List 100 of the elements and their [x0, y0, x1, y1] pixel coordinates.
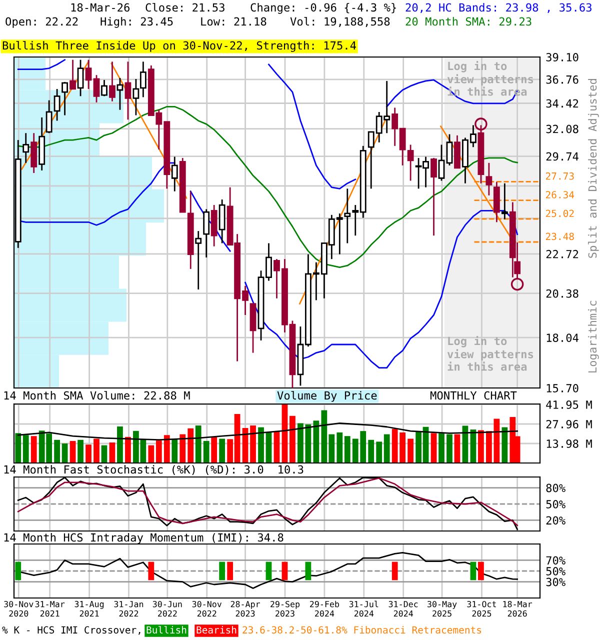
x-tick-label: 30-May 2025: [428, 600, 457, 617]
line-series: [17, 422, 518, 441]
text: Bullish Three Inside Up on 30-Nov-22, Strength: 175.4: [2, 41, 356, 52]
line-series: [17, 106, 518, 268]
candlestick: [54, 88, 60, 122]
bar: [195, 425, 202, 463]
x-tick-label: 31-Mar 2021: [35, 600, 65, 617]
ref-line-label: 25.02: [546, 210, 574, 218]
bar: [148, 445, 154, 463]
y-tick-label: 70%: [546, 556, 566, 565]
ref-line-label: 27.73: [546, 172, 574, 180]
text: Logarithmic: [588, 300, 599, 372]
candlestick: [407, 144, 414, 182]
candlestick: [132, 78, 140, 116]
y-tick-label: 50%: [546, 567, 566, 576]
ref-line-label: 26.34: [546, 191, 574, 198]
x-tick-label: 31-Aug 2021: [74, 600, 104, 617]
bar: [368, 440, 374, 463]
bar: [430, 433, 437, 463]
y-tick-label: 80%: [546, 484, 566, 492]
text: MONTHLY CHART: [430, 391, 517, 400]
bar: [156, 440, 162, 463]
candlestick: [171, 156, 178, 192]
bar: [125, 436, 131, 463]
y-tick-label: 27.96 M: [546, 420, 592, 428]
y-tick-label: 20.38: [546, 289, 578, 298]
text: 20,2 HC Bands: 23.98 , 35.63: [406, 3, 592, 14]
candlestick: [203, 208, 210, 258]
x-tick-label: 18-Mar 2026: [503, 600, 532, 617]
x-tick-label: 30-Nov 2020: [4, 600, 34, 617]
bar: [384, 434, 390, 463]
chart-title: 14 Month HCS Intraday Momentum (IMI): 34.8: [4, 533, 284, 544]
y-tick-label: 29.74: [546, 152, 578, 161]
text: Open: 22.22: [6, 17, 78, 28]
bar: [54, 440, 60, 463]
bar: [502, 427, 508, 463]
bar: [344, 436, 350, 463]
bar: [86, 444, 92, 463]
y-tick-label: 39.10: [546, 53, 578, 62]
y-tick-label: 36.76: [546, 75, 578, 84]
y-tick-label: 13.98 M: [546, 440, 592, 448]
bar: [164, 435, 170, 463]
candlestick: [195, 230, 202, 290]
y-tick-label: 15.70: [546, 384, 578, 392]
candlestick: [124, 60, 132, 120]
y-tick-label: 41.95 M: [546, 400, 592, 409]
bar: [258, 427, 264, 463]
bar: [446, 434, 452, 463]
bar: [298, 423, 304, 463]
y-tick-label: 22.72: [546, 250, 578, 258]
candlestick: [62, 81, 68, 116]
candlestick: [430, 157, 437, 236]
bar: [188, 428, 194, 463]
x-tick-label: 29-Feb 2024: [310, 600, 340, 617]
y-tick-label: 32.08: [546, 124, 578, 134]
candlestick: [85, 59, 92, 90]
bar: [454, 434, 460, 463]
bar: [478, 430, 484, 463]
bar: [408, 438, 414, 463]
bar: [94, 438, 100, 463]
candlestick: [501, 182, 508, 220]
text: High: 23.45: [100, 17, 173, 28]
candlestick: [77, 59, 84, 97]
text: % K - HCS IMI Crossover,: [2, 626, 140, 635]
text: Change: -0.96 {-4.3 %}: [250, 3, 396, 14]
bar: [203, 440, 210, 463]
bar: [219, 438, 226, 463]
bar: [313, 420, 320, 463]
y-tick-label: 18.04: [546, 334, 578, 342]
bar: [290, 416, 296, 463]
candlestick: [438, 144, 445, 182]
bar: [70, 440, 76, 463]
candlestick: [486, 162, 492, 196]
text: Volume By Price: [277, 391, 377, 402]
chart-title: 14 Month SMA Volume: 22.88 M: [4, 391, 190, 400]
text: Low: 21.18: [201, 17, 266, 26]
bar: [336, 432, 343, 463]
text: Vol: 19,188,558: [290, 17, 390, 28]
x-tick-label: 31-Jan 2022: [114, 600, 144, 617]
text: 18-Mar-26: [71, 3, 130, 12]
candlestick: [109, 60, 116, 102]
candlestick: [344, 188, 351, 244]
candlestick: [46, 100, 52, 134]
ref-line-label: 23.48: [546, 232, 574, 240]
candlestick: [93, 74, 100, 104]
candlestick: [140, 60, 146, 98]
candlestick: [101, 79, 108, 97]
candlestick: [446, 134, 453, 166]
bar: [180, 434, 186, 463]
bar: [438, 433, 444, 463]
text: Close: 21.53: [146, 3, 224, 12]
bar: [30, 436, 37, 463]
x-tick-label: 30-Jun 2022: [152, 600, 182, 617]
bar: [282, 404, 288, 463]
bar: [172, 439, 178, 463]
candlestick: [116, 77, 124, 111]
x-tick-label: 31-Oct 2025: [467, 600, 496, 617]
bar: [101, 445, 108, 463]
x-tick-label: 30-Nov 2022: [192, 600, 222, 617]
text: Bearish: [196, 626, 236, 634]
